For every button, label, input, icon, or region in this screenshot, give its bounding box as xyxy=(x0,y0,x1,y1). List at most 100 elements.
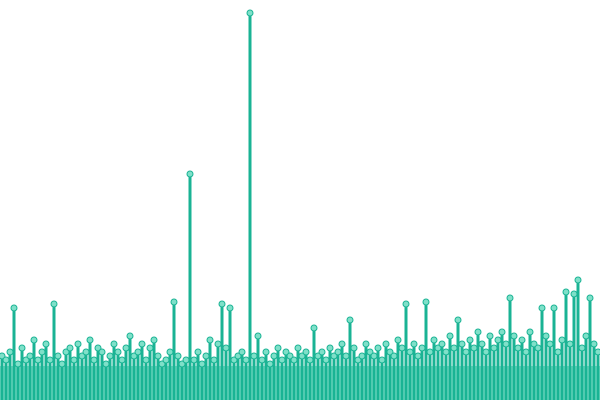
marker xyxy=(462,348,470,356)
base-area xyxy=(0,366,600,400)
marker xyxy=(146,344,154,352)
marker xyxy=(474,328,482,336)
marker xyxy=(518,336,526,344)
marker xyxy=(242,356,250,364)
marker xyxy=(226,304,234,312)
marker xyxy=(170,298,178,306)
marker xyxy=(458,340,466,348)
marker xyxy=(34,356,42,364)
marker xyxy=(450,344,458,352)
marker xyxy=(166,348,174,356)
marker xyxy=(346,316,354,324)
marker xyxy=(542,332,550,340)
marker xyxy=(482,348,490,356)
marker xyxy=(110,340,118,348)
marker xyxy=(106,352,114,360)
marker xyxy=(286,352,294,360)
marker xyxy=(558,336,566,344)
marker xyxy=(422,298,430,306)
marker xyxy=(470,344,478,352)
marker xyxy=(262,348,270,356)
marker xyxy=(406,348,414,356)
marker xyxy=(534,344,542,352)
marker xyxy=(334,348,342,356)
marker xyxy=(206,336,214,344)
marker xyxy=(302,348,310,356)
marker xyxy=(454,316,462,324)
marker xyxy=(254,332,262,340)
marker xyxy=(522,348,530,356)
marker xyxy=(554,348,562,356)
marker xyxy=(498,328,506,336)
marker xyxy=(54,352,62,360)
marker xyxy=(446,332,454,340)
marker xyxy=(378,356,386,364)
marker xyxy=(134,348,142,356)
marker xyxy=(222,344,230,352)
marker xyxy=(402,300,410,308)
marker xyxy=(218,300,226,308)
marker xyxy=(182,356,190,364)
marker xyxy=(310,324,318,332)
marker xyxy=(506,294,514,302)
marker xyxy=(126,332,134,340)
marker xyxy=(138,340,146,348)
marker xyxy=(322,356,330,364)
marker xyxy=(366,348,374,356)
marker xyxy=(510,332,518,340)
marker xyxy=(94,344,102,352)
marker xyxy=(290,356,298,364)
marker xyxy=(374,344,382,352)
marker xyxy=(42,340,50,348)
marker xyxy=(574,276,582,284)
marker xyxy=(46,356,54,364)
marker xyxy=(486,332,494,340)
marker xyxy=(118,356,126,364)
marker xyxy=(550,304,558,312)
marker xyxy=(274,344,282,352)
marker xyxy=(578,344,586,352)
marker xyxy=(6,348,14,356)
marker xyxy=(318,348,326,356)
marker xyxy=(102,360,110,368)
marker xyxy=(250,352,258,360)
marker xyxy=(210,356,218,364)
marker xyxy=(202,352,210,360)
marker xyxy=(214,340,222,348)
marker xyxy=(282,348,290,356)
marker xyxy=(74,340,82,348)
marker xyxy=(358,352,366,360)
marker xyxy=(26,352,34,360)
marker xyxy=(582,332,590,340)
marker xyxy=(394,336,402,344)
marker xyxy=(430,336,438,344)
marker xyxy=(490,344,498,352)
marker xyxy=(350,344,358,352)
marker xyxy=(414,352,422,360)
marker xyxy=(98,348,106,356)
marker xyxy=(10,304,18,312)
marker xyxy=(114,348,122,356)
marker xyxy=(258,356,266,364)
marker xyxy=(562,288,570,296)
marker xyxy=(326,344,334,352)
marker xyxy=(122,344,130,352)
marker xyxy=(194,348,202,356)
marker xyxy=(38,348,46,356)
marker xyxy=(154,352,162,360)
marker xyxy=(526,328,534,336)
marker xyxy=(70,356,78,364)
marker xyxy=(174,352,182,360)
marker xyxy=(142,356,150,364)
marker xyxy=(306,356,314,364)
marker xyxy=(14,360,22,368)
marker xyxy=(426,348,434,356)
marker xyxy=(198,360,206,368)
marker xyxy=(238,348,246,356)
marker xyxy=(246,9,254,17)
marker xyxy=(90,356,98,364)
marker xyxy=(590,340,598,348)
marker xyxy=(514,344,522,352)
marker xyxy=(538,304,546,312)
marker xyxy=(266,360,274,368)
